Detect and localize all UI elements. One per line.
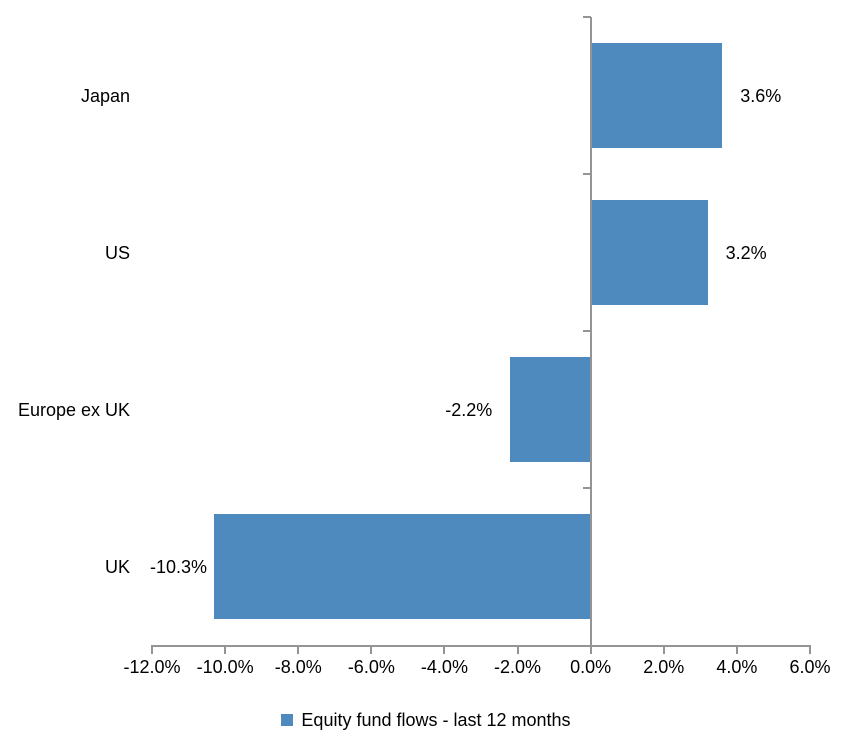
x-axis-line <box>151 645 811 647</box>
data-label-japan: 3.6% <box>740 85 782 106</box>
x-axis-tick-label: -4.0% <box>420 657 468 677</box>
x-axis-tick-label: -10.0% <box>196 657 254 677</box>
x-axis-tick-label: -6.0% <box>347 657 395 677</box>
category-axis-tick <box>582 330 591 332</box>
legend-label: Equity fund flows - last 12 months <box>301 710 571 730</box>
x-axis-tick <box>297 645 300 654</box>
x-axis-tick <box>589 645 592 654</box>
category-label-uk: UK <box>104 556 130 577</box>
x-axis-tick-label: 0.0% <box>570 657 612 677</box>
bar-uk <box>214 514 590 619</box>
x-axis-tick-label: 4.0% <box>716 657 758 677</box>
x-axis-tick-label: 6.0% <box>789 657 831 677</box>
bar-europe-ex-uk <box>510 357 590 462</box>
bar-japan <box>591 43 723 148</box>
data-label-us: 3.2% <box>725 242 767 263</box>
x-axis-tick <box>735 645 738 654</box>
x-axis-tick-label: -12.0% <box>123 657 181 677</box>
legend-swatch-icon <box>281 714 294 726</box>
data-label-europe-ex-uk: -2.2% <box>445 399 493 420</box>
x-axis-tick-label: -8.0% <box>274 657 322 677</box>
category-axis-tick <box>582 173 591 175</box>
category-axis-tick <box>582 487 591 489</box>
category-label-japan: Japan <box>80 85 130 106</box>
x-axis-tick <box>662 645 665 654</box>
x-axis-tick-label: -2.0% <box>494 657 542 677</box>
x-axis-tick <box>809 645 811 654</box>
x-axis-tick <box>516 645 519 654</box>
category-axis-tick <box>582 16 591 18</box>
data-label-uk: -10.3% <box>150 556 208 577</box>
x-axis-tick <box>224 645 227 654</box>
category-label-europe-ex-uk: Europe ex UK <box>17 399 130 420</box>
category-label-us: US <box>104 242 130 263</box>
x-axis-tick <box>370 645 373 654</box>
zero-axis-line <box>589 17 592 654</box>
legend: Equity fund flows - last 12 months <box>0 708 852 732</box>
x-axis-tick-label: 2.0% <box>643 657 685 677</box>
x-axis-tick <box>443 645 446 654</box>
x-axis-tick <box>151 645 153 654</box>
bar-us <box>591 200 708 305</box>
